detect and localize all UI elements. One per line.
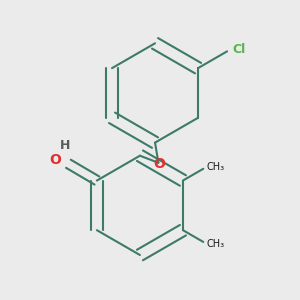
Text: CH₃: CH₃: [207, 162, 225, 172]
Text: Cl: Cl: [232, 43, 245, 56]
Text: O: O: [49, 153, 61, 167]
Text: H: H: [60, 139, 70, 152]
Text: CH₃: CH₃: [207, 238, 225, 249]
Text: O: O: [154, 157, 165, 171]
